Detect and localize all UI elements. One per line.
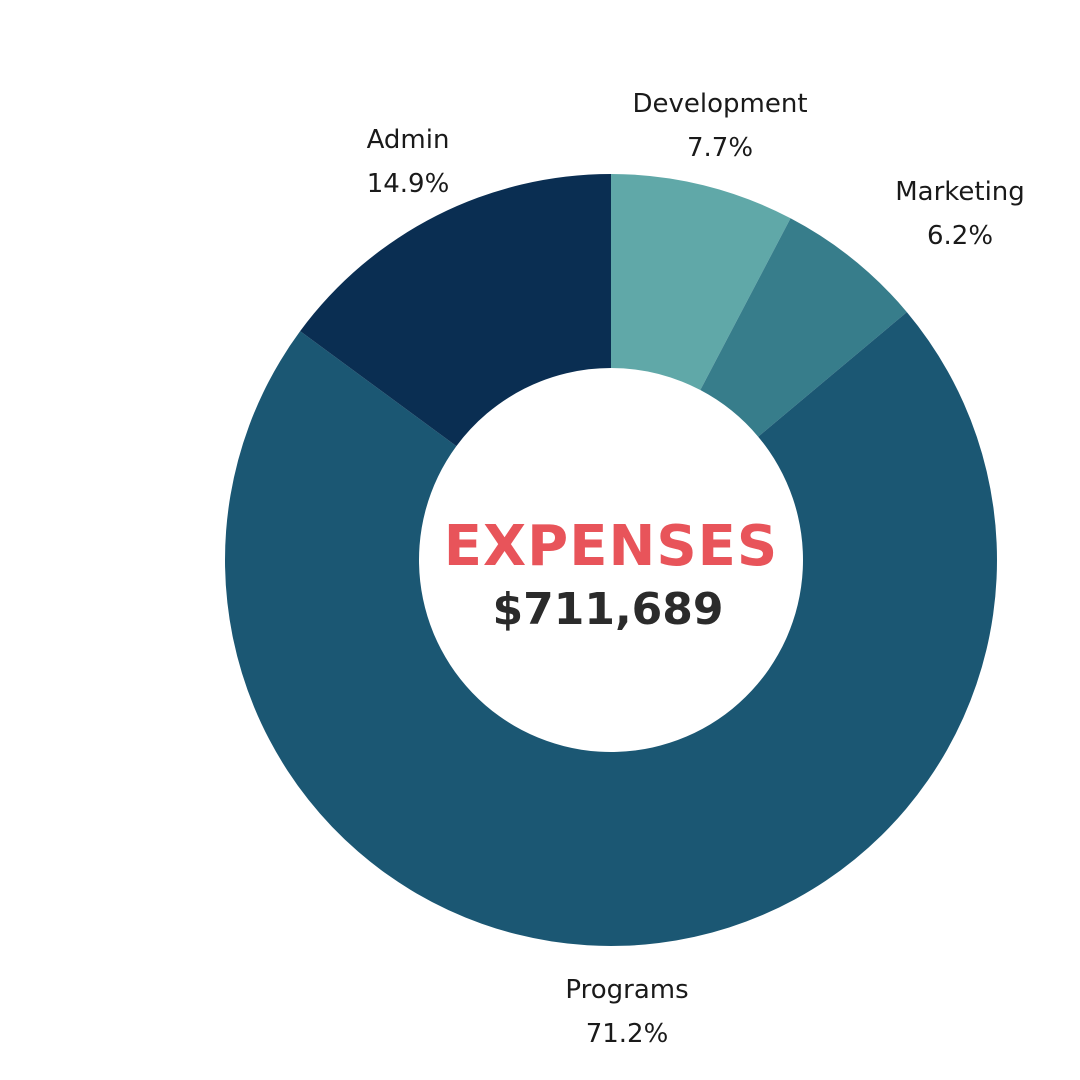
slice-percent-programs: 71.2% — [586, 1019, 669, 1049]
slice-programs — [224, 312, 997, 947]
donut-center: EXPENSES $711,689 — [444, 514, 779, 635]
slice-admin — [300, 174, 611, 447]
slice-percent-admin: 14.9% — [367, 169, 450, 199]
slice-percent-marketing: 6.2% — [927, 221, 993, 251]
slice-label-programs: Programs — [565, 975, 688, 1005]
slice-marketing — [700, 218, 907, 437]
center-total: $711,689 — [492, 584, 723, 635]
slice-labels: Development 7.7% Marketing 6.2% Programs 71.2… — [367, 89, 1025, 1049]
slice-development — [611, 174, 791, 391]
slice-percent-development: 7.7% — [687, 133, 753, 163]
slice-label-marketing: Marketing — [895, 177, 1025, 207]
slice-label-admin: Admin — [367, 125, 450, 155]
donut-slices — [224, 174, 997, 947]
slice-label-development: Development — [632, 89, 807, 119]
center-title: EXPENSES — [444, 514, 779, 579]
